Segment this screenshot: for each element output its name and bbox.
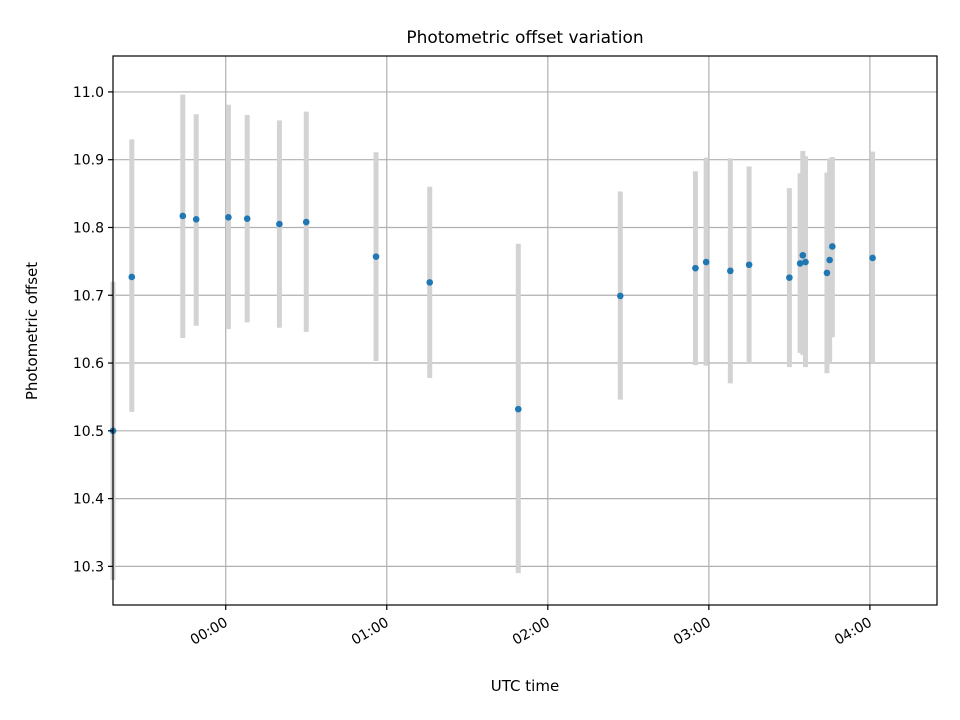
data-point (372, 253, 380, 260)
data-point (745, 261, 753, 269)
data-point (128, 273, 136, 281)
y-tick-label: 10.4 (73, 492, 104, 508)
data-point (796, 260, 804, 267)
y-tick-label: 11.0 (73, 85, 104, 101)
data-point (802, 258, 809, 266)
data-point (869, 254, 876, 262)
data-point (179, 212, 187, 220)
y-tick-label: 10.9 (73, 153, 104, 169)
y-tick-label: 10.5 (73, 424, 104, 440)
data-point (692, 264, 699, 272)
x-axis-label: UTC time (491, 677, 559, 695)
data-point (302, 218, 310, 226)
data-point (514, 405, 522, 413)
data-points (109, 212, 876, 435)
data-point (192, 216, 200, 223)
chart-title: Photometric offset variation (406, 28, 643, 48)
plot-frame (112, 55, 938, 606)
data-point (276, 220, 283, 228)
data-point (799, 251, 807, 259)
data-point (786, 274, 793, 281)
data-point (829, 243, 836, 250)
data-point (225, 214, 232, 221)
data-point (826, 256, 833, 264)
data-point (426, 279, 434, 286)
y-tick-label: 10.8 (73, 220, 104, 236)
data-point (727, 267, 734, 275)
data-point (243, 215, 251, 222)
y-axis-label: Photometric offset (23, 262, 41, 400)
data-point (823, 269, 831, 277)
y-tick-label: 10.7 (73, 288, 104, 304)
y-axis-ticks: 10.3 10.4 10.5 10.6 10.7 10.8 10.9 11.0 (73, 85, 113, 575)
data-point (702, 258, 710, 266)
data-point (616, 292, 624, 300)
y-tick-label: 10.6 (73, 356, 104, 372)
y-tick-label: 10.3 (73, 559, 104, 575)
